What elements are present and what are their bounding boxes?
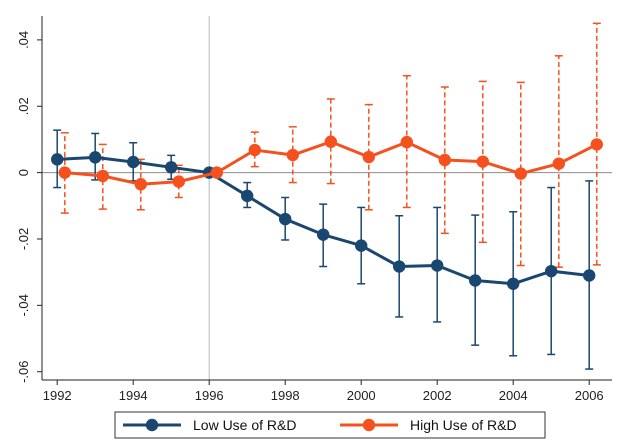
data-point-series-1-1994 <box>134 178 147 191</box>
data-point-series-0-1995 <box>165 161 178 174</box>
x-tick-label: 2000 <box>347 388 376 403</box>
x-tick-label: 2006 <box>575 388 604 403</box>
data-point-series-0-2004 <box>507 277 520 290</box>
y-tick-label: -.04 <box>16 294 31 316</box>
legend-label-series-0: Low Use of R&D <box>193 417 296 433</box>
data-point-series-1-2003 <box>476 155 489 168</box>
axes: -.06 -.04 -.02 0 .02 .04 1992 1994 1996 1998 2000 2… <box>16 16 612 403</box>
x-tick-label: 2002 <box>423 388 452 403</box>
legend-box <box>114 411 546 439</box>
data-point-series-1-2002 <box>438 153 451 167</box>
data-point-series-1-1992 <box>58 166 71 179</box>
x-tick-label: 1992 <box>43 388 72 403</box>
data-point-series-1-1997 <box>248 143 261 157</box>
data-point-series-0-1993 <box>89 151 102 164</box>
data-point-series-0-2003 <box>469 274 482 287</box>
data-point-series-1-2004 <box>514 167 527 180</box>
legend-marker-series-0 <box>145 418 159 432</box>
data-point-series-0-2001 <box>393 260 406 273</box>
data-point-series-0-1992 <box>51 153 64 166</box>
x-tick-label: 2004 <box>499 388 528 403</box>
data-point-series-0-1994 <box>127 155 140 169</box>
data-point-series-1-1995 <box>172 175 185 188</box>
data-point-series-0-1998 <box>279 212 292 226</box>
data-point-series-0-1997 <box>241 189 254 203</box>
legend-label-series-1: High Use of R&D <box>410 417 517 433</box>
data-point-series-0-2002 <box>431 259 444 272</box>
data-point-series-1-1998 <box>286 148 299 162</box>
data-point-series-0-2006 <box>583 269 596 282</box>
y-tick-label: 0 <box>16 169 31 176</box>
legend: Low Use of R&D High Use of R&D <box>114 411 546 439</box>
legend-marker-series-1 <box>362 418 376 432</box>
y-tick-label: -.06 <box>16 361 31 383</box>
x-tick-label: 1998 <box>271 388 300 403</box>
x-tick-label: 1996 <box>195 388 224 403</box>
data-point-series-0-1999 <box>317 228 330 241</box>
data-point-series-1-2001 <box>400 135 413 149</box>
data-point-series-1-2005 <box>552 157 565 170</box>
data-point-series-1-2006 <box>590 138 603 151</box>
series-lines <box>51 135 603 290</box>
x-tick-label: 1994 <box>119 388 148 403</box>
y-tick-label: .02 <box>16 97 31 115</box>
data-point-series-1-1999 <box>324 135 337 148</box>
data-point-series-1-2000 <box>362 150 375 164</box>
data-point-series-1-1996 <box>210 166 223 179</box>
data-point-series-0-2000 <box>355 239 368 252</box>
data-point-series-1-1993 <box>96 169 110 183</box>
y-tick-label: -.02 <box>16 228 31 250</box>
y-tick-label: .04 <box>16 31 31 49</box>
data-point-series-0-2005 <box>545 264 558 278</box>
